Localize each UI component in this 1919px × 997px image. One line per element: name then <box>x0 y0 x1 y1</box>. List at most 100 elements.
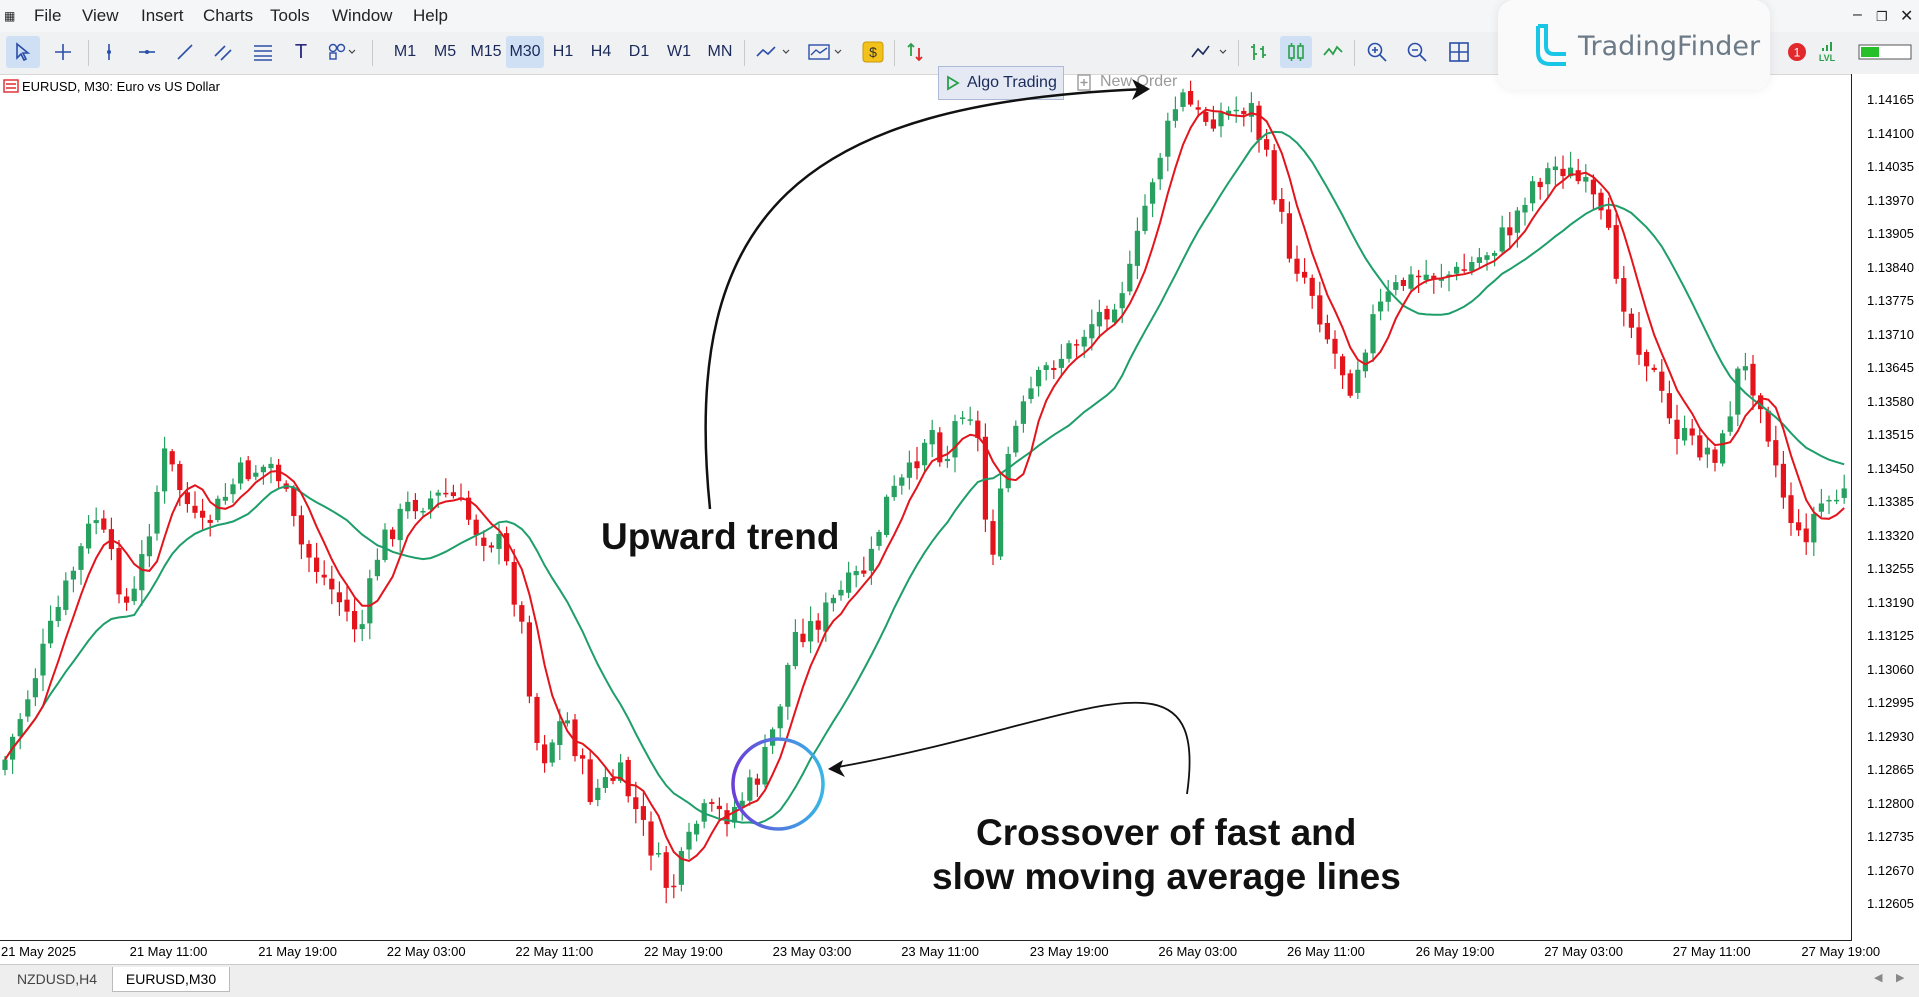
close-icon[interactable]: ✕ <box>1900 8 1914 25</box>
candle-body <box>800 633 806 643</box>
price-label: 1.12865 <box>1867 762 1914 777</box>
scroll-right-icon[interactable]: ▶ <box>1896 972 1905 984</box>
tf-m1[interactable]: M1 <box>393 43 417 60</box>
indicators-icon[interactable] <box>804 36 848 68</box>
time-label: 23 May 03:00 <box>772 944 852 959</box>
candle-body <box>564 720 570 724</box>
tab-nzdusd-h4[interactable]: NZDUSD,H4 <box>16 971 98 987</box>
candle-body <box>169 451 175 465</box>
tab-eurusd-m30[interactable]: EURUSD,M30 <box>112 967 230 992</box>
tf-h1[interactable]: H1 <box>552 43 574 60</box>
candle-body <box>1378 301 1384 312</box>
fibonacci-icon[interactable] <box>248 36 278 68</box>
cursor-icon[interactable] <box>6 36 40 68</box>
price-label: 1.13515 <box>1867 427 1914 442</box>
vertical-line-icon[interactable] <box>94 36 124 68</box>
candle-body <box>1416 275 1422 278</box>
candle-body <box>648 821 654 856</box>
menu-view[interactable]: View <box>82 6 119 25</box>
menu-insert[interactable]: Insert <box>141 6 184 25</box>
candle-body <box>184 492 190 505</box>
app-icon[interactable]: ▦ <box>4 9 16 23</box>
menu-charts[interactable]: Charts <box>203 6 254 25</box>
algo-trading-button[interactable]: Algo Trading <box>938 66 1064 100</box>
trend-arrowhead <box>1132 79 1150 100</box>
tf-h4[interactable]: H4 <box>590 43 612 60</box>
minimize-icon[interactable]: – <box>1853 6 1862 23</box>
tf-m5[interactable]: M5 <box>433 43 457 60</box>
price-axis[interactable] <box>1851 74 1919 941</box>
new-order-button[interactable]: New Order <box>1074 66 1177 98</box>
crosshair-icon[interactable] <box>46 36 80 68</box>
tf-m30[interactable]: M30 <box>506 36 544 68</box>
menu-window[interactable]: Window <box>332 6 393 25</box>
tf-w1[interactable]: W1 <box>667 43 691 60</box>
candle-body <box>1393 282 1399 290</box>
tf-mn[interactable]: MN <box>707 43 733 60</box>
candle-body <box>344 599 350 612</box>
candlestick-icon[interactable] <box>1280 36 1312 68</box>
candle-body <box>1195 107 1201 110</box>
time-label: 21 May 11:00 <box>129 944 208 959</box>
restore-icon[interactable]: ❐ <box>1876 9 1888 24</box>
signals-icon[interactable]: $ <box>860 36 886 68</box>
candle-body <box>367 578 373 624</box>
channel-icon[interactable] <box>208 36 238 68</box>
candle-body <box>139 554 145 591</box>
candle-body <box>1834 499 1840 502</box>
candle-body <box>922 442 928 466</box>
bar-chart-icon[interactable] <box>1244 36 1274 68</box>
candle-body <box>177 464 183 491</box>
line-chart-icon[interactable] <box>1318 36 1348 68</box>
tf-d1[interactable]: D1 <box>628 43 650 60</box>
text-icon[interactable]: T <box>294 40 308 63</box>
candle-body <box>572 719 578 757</box>
candle-body <box>298 515 304 545</box>
zoom-in-icon[interactable] <box>1362 36 1392 68</box>
candle-body <box>428 498 434 510</box>
candle-body <box>1613 225 1619 279</box>
candles <box>2 80 1847 904</box>
candle-body <box>830 597 836 604</box>
time-label: 22 May 03:00 <box>386 944 466 959</box>
candle-body <box>1530 181 1536 204</box>
trendline-icon[interactable] <box>170 36 200 68</box>
candle-body <box>1758 395 1764 410</box>
candle-body <box>716 805 722 810</box>
algo-trading-label: Algo Trading <box>967 74 1057 91</box>
grid-icon[interactable] <box>1444 36 1474 68</box>
market-watch-icon[interactable] <box>900 36 930 68</box>
menu-tools[interactable]: Tools <box>270 6 310 25</box>
candle-body <box>222 496 228 501</box>
menu-help[interactable]: Help <box>413 6 448 25</box>
time-label: 26 May 19:00 <box>1415 944 1495 959</box>
zoom-out-icon[interactable] <box>1402 36 1432 68</box>
candle-body <box>990 521 996 555</box>
horizontal-line-icon[interactable] <box>132 36 162 68</box>
candle-body <box>876 532 882 546</box>
candle-body <box>1628 313 1634 328</box>
candle-body <box>70 570 76 580</box>
menu-file[interactable]: File <box>34 6 62 25</box>
price-label: 1.13970 <box>1867 192 1914 208</box>
candle-body <box>861 570 867 574</box>
candle-body <box>1210 119 1216 129</box>
crossover-annotation-line1: Crossover of fast and <box>976 812 1357 853</box>
candle-body <box>967 419 973 421</box>
candle-body <box>215 498 221 521</box>
candle-body <box>754 778 760 785</box>
candle-body <box>678 850 684 885</box>
scroll-left-icon[interactable]: ◀ <box>1874 972 1883 984</box>
candle-body <box>1127 263 1133 292</box>
candle-body <box>1226 110 1232 116</box>
candle-body <box>1302 271 1308 278</box>
notification-icon[interactable]: 1 <box>1784 36 1810 68</box>
candle-body <box>40 643 46 676</box>
depth-of-market-icon[interactable] <box>1188 36 1232 68</box>
price-chart[interactable] <box>0 74 1851 941</box>
tf-m15[interactable]: M15 <box>470 43 502 60</box>
candle-body <box>1499 227 1505 252</box>
shapes-icon[interactable] <box>322 36 362 68</box>
chart-type-icon[interactable] <box>752 36 796 68</box>
candle-body <box>747 777 753 801</box>
